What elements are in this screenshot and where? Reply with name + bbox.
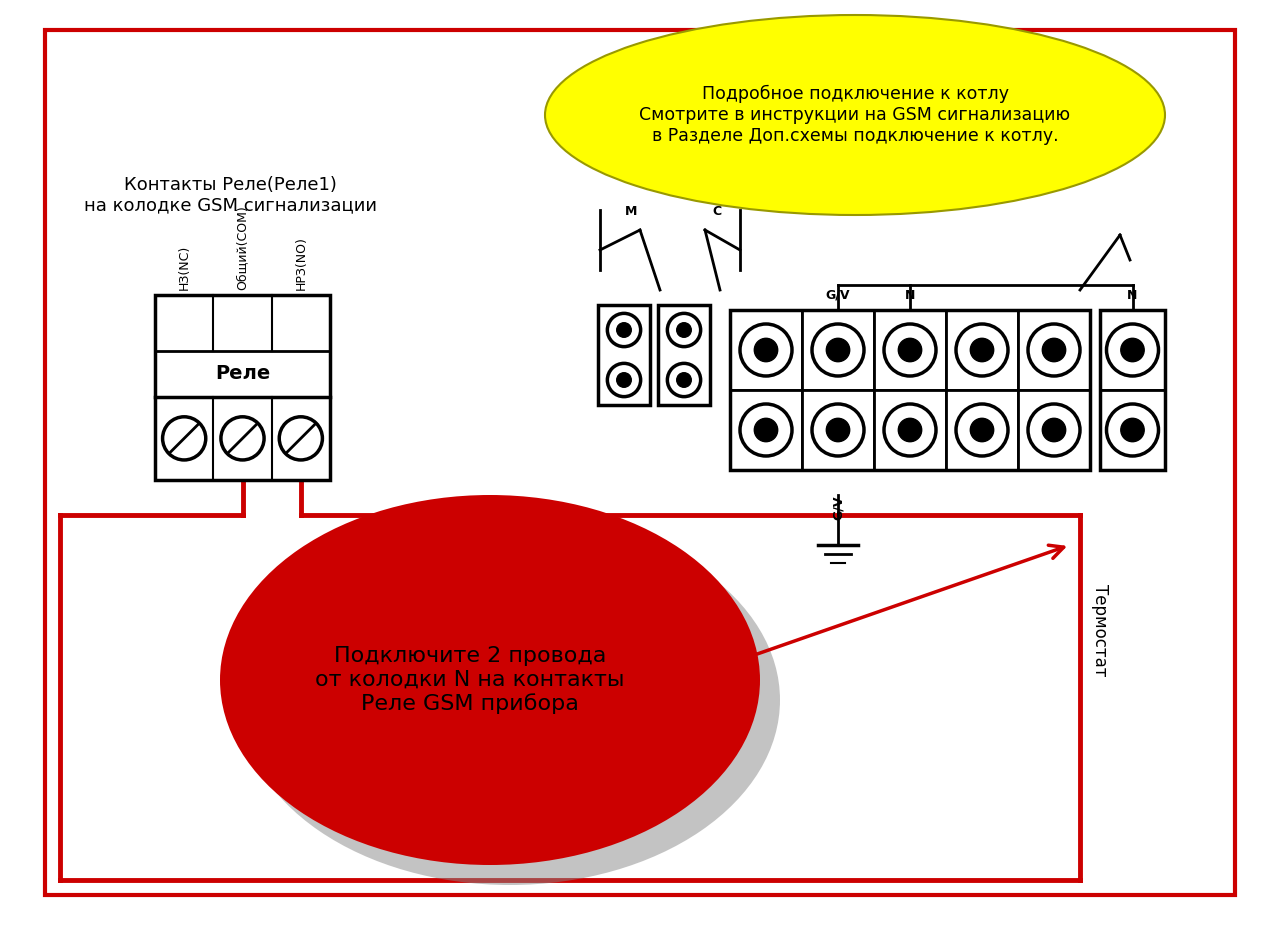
Text: Общий(COM): Общий(COM)	[236, 206, 250, 290]
Circle shape	[1106, 404, 1158, 456]
Circle shape	[970, 338, 993, 362]
Circle shape	[677, 373, 691, 387]
Circle shape	[956, 404, 1009, 456]
Ellipse shape	[545, 15, 1165, 215]
Bar	[730, 310, 1091, 470]
Ellipse shape	[241, 515, 780, 885]
Circle shape	[608, 314, 641, 346]
Bar	[874, 390, 946, 470]
Circle shape	[677, 323, 691, 337]
Text: НРЗ(NO): НРЗ(NO)	[294, 236, 307, 290]
Bar	[730, 310, 803, 390]
Bar	[874, 310, 946, 390]
Text: Термостат: Термостат	[1091, 584, 1108, 676]
Text: Реле: Реле	[215, 364, 270, 383]
Text: Контакты Реле(Реле1)
на колодке GSM сигнализации: Контакты Реле(Реле1) на колодке GSM сигн…	[83, 176, 376, 214]
Text: G/V: G/V	[832, 495, 845, 519]
Bar	[1100, 310, 1165, 390]
Circle shape	[812, 404, 864, 456]
Circle shape	[754, 418, 778, 441]
Circle shape	[1106, 324, 1158, 376]
Circle shape	[827, 418, 850, 441]
Circle shape	[1121, 418, 1144, 441]
Bar	[730, 390, 803, 470]
Circle shape	[667, 314, 700, 346]
Bar	[1018, 310, 1091, 390]
Circle shape	[1042, 418, 1066, 441]
Bar	[155, 295, 330, 480]
Bar	[658, 305, 710, 405]
Bar	[1100, 390, 1165, 470]
Circle shape	[221, 417, 264, 460]
Circle shape	[956, 324, 1009, 376]
Circle shape	[970, 418, 993, 441]
Bar	[946, 390, 1018, 470]
Text: N: N	[905, 289, 915, 302]
Text: Подробное подключение к котлу
Смотрите в инструкции на GSM сигнализацию
в Раздел: Подробное подключение к котлу Смотрите в…	[640, 85, 1070, 145]
Circle shape	[1121, 338, 1144, 362]
Bar	[803, 390, 874, 470]
Text: G/V: G/V	[826, 289, 850, 302]
Circle shape	[1028, 404, 1080, 456]
Text: N: N	[1128, 289, 1138, 302]
Circle shape	[812, 324, 864, 376]
Circle shape	[279, 417, 323, 460]
Text: C: C	[712, 205, 721, 218]
Circle shape	[740, 324, 792, 376]
Circle shape	[754, 338, 778, 362]
Circle shape	[899, 338, 922, 362]
Circle shape	[827, 338, 850, 362]
Circle shape	[1028, 324, 1080, 376]
Text: M: M	[625, 205, 637, 218]
Circle shape	[608, 363, 641, 396]
Bar	[1100, 310, 1165, 470]
Circle shape	[667, 363, 700, 396]
Bar	[598, 305, 650, 405]
Circle shape	[899, 418, 922, 441]
Text: НЗ(NC): НЗ(NC)	[178, 245, 191, 290]
Circle shape	[740, 404, 792, 456]
Bar	[803, 310, 874, 390]
Circle shape	[1042, 338, 1066, 362]
Circle shape	[884, 324, 936, 376]
Text: Подключите 2 провода
от колодки N на контакты
Реле GSM прибора: Подключите 2 провода от колодки N на кон…	[315, 646, 625, 714]
Circle shape	[617, 373, 631, 387]
Ellipse shape	[220, 495, 760, 865]
Circle shape	[617, 323, 631, 337]
Circle shape	[884, 404, 936, 456]
Bar	[946, 310, 1018, 390]
Bar	[1018, 390, 1091, 470]
Circle shape	[163, 417, 206, 460]
